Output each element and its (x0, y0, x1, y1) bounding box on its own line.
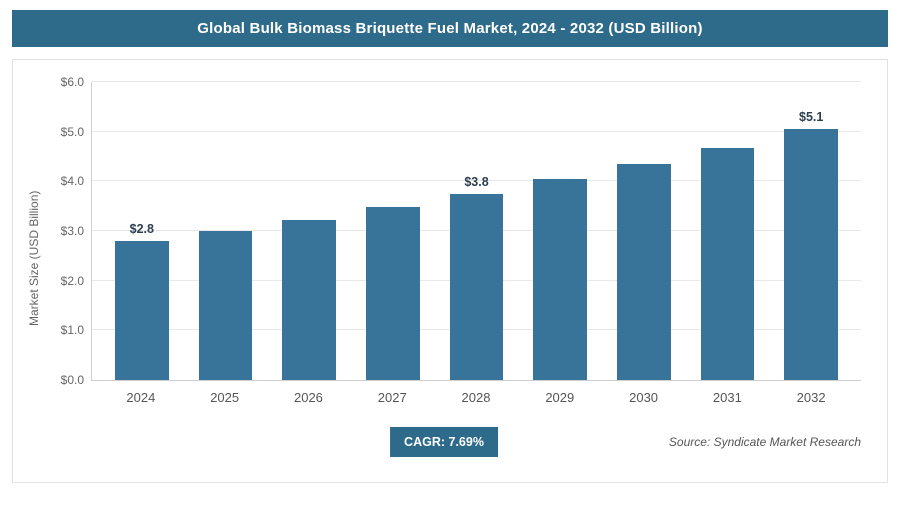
plot-column: $0.0 $1.0 $2.0 $3.0 $4.0 $5.0 $6.0 $2.8 $3.8 $5.1… (45, 75, 861, 405)
bar-value-label: $5.1 (799, 110, 824, 125)
bar (198, 231, 253, 380)
bar-slot: $2.8 (100, 82, 184, 380)
y-tick-label: $0.0 (60, 373, 84, 387)
bar-value-label: $2.8 (129, 221, 154, 236)
bar-slot (184, 82, 268, 380)
plot-area: $0.0 $1.0 $2.0 $3.0 $4.0 $5.0 $6.0 $2.8 $3.8 $5.1 (61, 75, 861, 387)
bar (784, 129, 838, 380)
bar-slot (602, 82, 686, 380)
x-tick-label: 2029 (545, 390, 575, 405)
x-tick-label: 2032 (796, 390, 826, 405)
bar-slot (518, 82, 602, 380)
y-tick-label: $2.0 (60, 273, 84, 288)
y-tick-label: $1.0 (60, 323, 84, 338)
gridline (92, 81, 861, 82)
bar (700, 147, 755, 380)
bar-slot (686, 82, 770, 380)
chart-title-bar: Global Bulk Biomass Briquette Fuel Marke… (12, 10, 888, 47)
bar-slot (351, 82, 435, 380)
bar (115, 240, 169, 380)
x-tick-label: 2026 (293, 390, 323, 405)
y-tick-label: $6.0 (60, 75, 84, 89)
x-tick-label: 2024 (126, 390, 156, 405)
bar (366, 207, 420, 380)
bar-value-label: $3.8 (464, 174, 489, 189)
chart-footer: CAGR: 7.69% Source: Syndicate Market Res… (27, 405, 861, 475)
chart-body: Market Size (USD Billion) $0.0 $1.0 $2.0 $3… (27, 75, 861, 405)
gridline (92, 130, 861, 132)
x-tick-label: 2030 (629, 390, 659, 405)
bar-slot: $3.8 (435, 82, 519, 380)
x-tick-label: 2031 (712, 390, 742, 405)
bar (617, 163, 671, 380)
x-tick-label: 2028 (461, 390, 491, 405)
bars-container: $2.8 $3.8 $5.1 (92, 82, 861, 380)
y-tick-label: $3.0 (60, 224, 84, 238)
bar (282, 220, 336, 380)
x-tick-label: 2025 (210, 390, 240, 405)
x-axis: 2024 2025 2026 2027 2028 2029 2030 2031 2032 (91, 390, 861, 405)
gridline (92, 180, 861, 182)
chart-card: Market Size (USD Billion) $0.0 $1.0 $2.0 $3… (12, 59, 888, 483)
bar (449, 193, 504, 380)
bar-slot (267, 82, 351, 380)
bar-slot: $5.1 (769, 82, 853, 380)
source-attribution: Source: Syndicate Market Research (668, 435, 861, 449)
cagr-badge: CAGR: 7.69% (390, 427, 498, 457)
x-tick-label: 2027 (377, 390, 407, 405)
bar (533, 178, 587, 380)
y-tick-label: $5.0 (60, 124, 84, 139)
y-axis-title: Market Size (USD Billion) (27, 190, 41, 327)
y-tick-label: $4.0 (60, 174, 84, 189)
page: Global Bulk Biomass Briquette Fuel Marke… (0, 10, 900, 510)
